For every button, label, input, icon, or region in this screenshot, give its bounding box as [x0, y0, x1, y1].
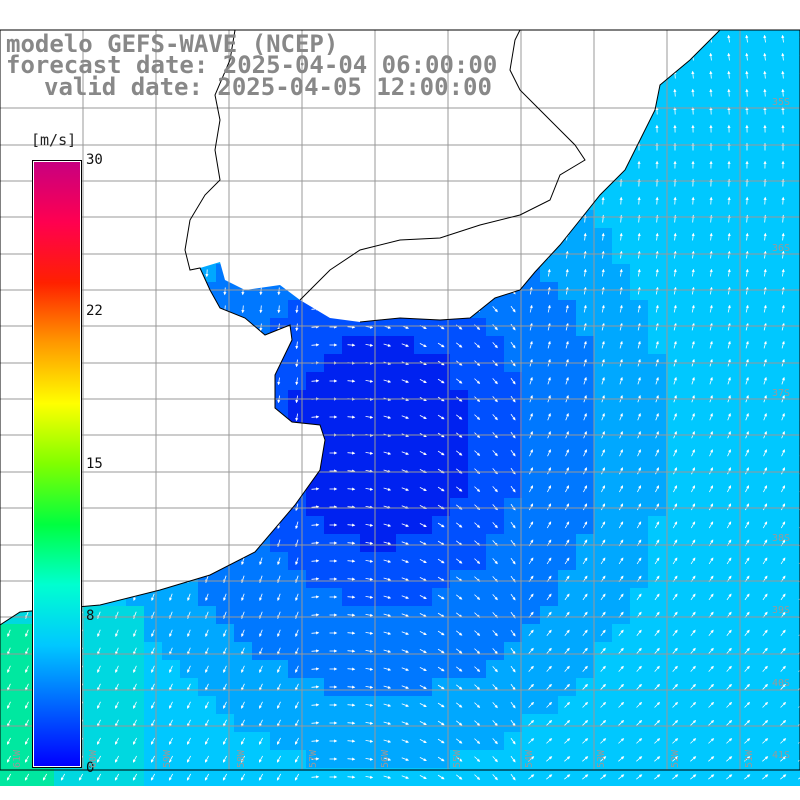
wind-cell — [792, 480, 800, 498]
lat-label: 38S — [772, 533, 791, 544]
wind-cell — [792, 768, 800, 786]
wind-cell — [792, 84, 800, 102]
wind-cell — [792, 282, 800, 300]
wind-cell — [792, 102, 800, 120]
lat-label: 41S — [772, 750, 791, 761]
valid-date-label: valid date: 2025-04-05 12:00:00 — [44, 73, 492, 101]
lon-label: 54W — [524, 749, 535, 768]
wind-cell — [792, 660, 800, 678]
wind-arrow — [691, 88, 695, 97]
wind-cell — [792, 192, 800, 210]
wind-arrow — [259, 287, 263, 296]
wind-cell — [792, 588, 800, 606]
wind-arrow — [727, 88, 731, 97]
wind-cell — [792, 138, 800, 156]
wind-cell — [792, 228, 800, 246]
colorbar-tick-30: 30 — [86, 152, 103, 168]
lon-label: 55W — [452, 749, 463, 768]
wind-cell — [792, 624, 800, 642]
lon-label: 58W — [236, 749, 247, 768]
wind-cell — [792, 408, 800, 426]
wind-cell — [792, 750, 800, 768]
wind-arrow — [709, 88, 713, 97]
wind-cell — [792, 642, 800, 660]
wind-cell — [792, 66, 800, 84]
colorbar-gradient — [34, 162, 80, 766]
wind-cell — [792, 552, 800, 570]
colorbar-tick-22: 22 — [86, 303, 103, 319]
wind-cell — [792, 714, 800, 732]
wind-cell — [792, 48, 800, 66]
colorbar-tick-8: 8 — [86, 608, 95, 624]
wind-cell — [792, 678, 800, 696]
wind-cell — [792, 606, 800, 624]
wind-cell — [792, 156, 800, 174]
wind-cell — [792, 372, 800, 390]
lat-label: 40S — [772, 678, 791, 689]
lat-label: 35S — [772, 97, 791, 108]
wind-arrow — [763, 88, 767, 97]
colorbar-unit-label: [m/s] — [31, 131, 77, 149]
wind-cell — [792, 300, 800, 318]
colorbar — [32, 160, 82, 768]
lon-label: 56W — [380, 749, 391, 768]
lon-label: 57W — [308, 749, 319, 768]
wind-arrow — [277, 287, 281, 296]
lon-label: 61W — [12, 749, 23, 768]
wind-cell — [792, 30, 800, 48]
wind-cell — [792, 210, 800, 228]
wind-cell — [792, 516, 800, 534]
wind-cell — [792, 174, 800, 192]
wind-arrow — [745, 88, 749, 97]
lon-label: 53W — [596, 749, 607, 768]
wind-cell — [792, 570, 800, 588]
wind-arrow — [223, 287, 227, 296]
wind-arrow — [673, 88, 677, 97]
lon-label: 51W — [744, 749, 755, 768]
wind-cell — [792, 462, 800, 480]
lat-label: 39S — [772, 605, 791, 616]
lon-label: 59W — [162, 749, 173, 768]
wind-cell — [792, 696, 800, 714]
lat-label: 37S — [772, 388, 791, 399]
lon-label: 52W — [670, 749, 681, 768]
wind-cell — [792, 318, 800, 336]
wind-cell — [792, 246, 800, 264]
lat-label: 36S — [772, 243, 791, 254]
wind-cell — [792, 264, 800, 282]
wind-cell — [792, 534, 800, 552]
wind-cell — [792, 120, 800, 138]
wind-cell — [792, 336, 800, 354]
lon-label: 60W — [88, 749, 99, 768]
wind-cell — [792, 732, 800, 750]
wind-arrow — [781, 88, 785, 97]
wind-cell — [792, 498, 800, 516]
wind-cell — [792, 444, 800, 462]
colorbar-tick-15: 15 — [86, 456, 103, 472]
